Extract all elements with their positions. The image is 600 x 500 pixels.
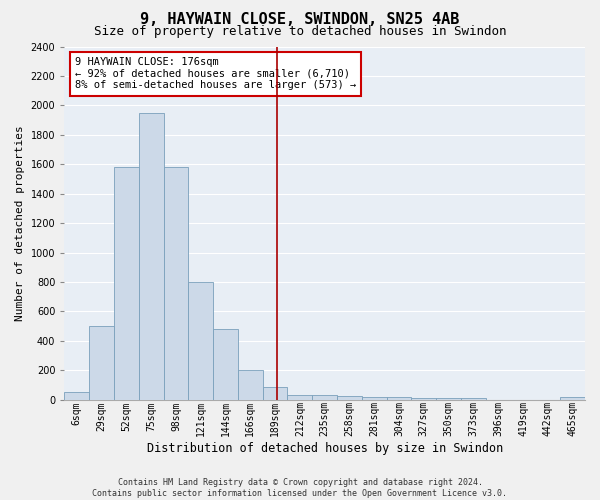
Y-axis label: Number of detached properties: Number of detached properties: [15, 126, 25, 321]
Bar: [312, 396, 337, 400]
Bar: [287, 394, 312, 400]
Text: 9, HAYWAIN CLOSE, SWINDON, SN25 4AB: 9, HAYWAIN CLOSE, SWINDON, SN25 4AB: [140, 12, 460, 28]
Bar: [213, 329, 238, 400]
Bar: [412, 398, 436, 400]
Bar: [238, 370, 263, 400]
Bar: [64, 392, 89, 400]
Bar: [560, 397, 585, 400]
Bar: [461, 398, 486, 400]
Bar: [362, 397, 386, 400]
Bar: [188, 282, 213, 400]
Bar: [89, 326, 114, 400]
Text: 9 HAYWAIN CLOSE: 176sqm
← 92% of detached houses are smaller (6,710)
8% of semi-: 9 HAYWAIN CLOSE: 176sqm ← 92% of detache…: [75, 57, 356, 90]
Bar: [386, 397, 412, 400]
Bar: [139, 112, 164, 400]
Bar: [114, 167, 139, 400]
Text: Contains HM Land Registry data © Crown copyright and database right 2024.
Contai: Contains HM Land Registry data © Crown c…: [92, 478, 508, 498]
Text: Size of property relative to detached houses in Swindon: Size of property relative to detached ho…: [94, 25, 506, 38]
X-axis label: Distribution of detached houses by size in Swindon: Distribution of detached houses by size …: [146, 442, 503, 455]
Bar: [263, 386, 287, 400]
Bar: [337, 396, 362, 400]
Bar: [436, 398, 461, 400]
Bar: [164, 167, 188, 400]
